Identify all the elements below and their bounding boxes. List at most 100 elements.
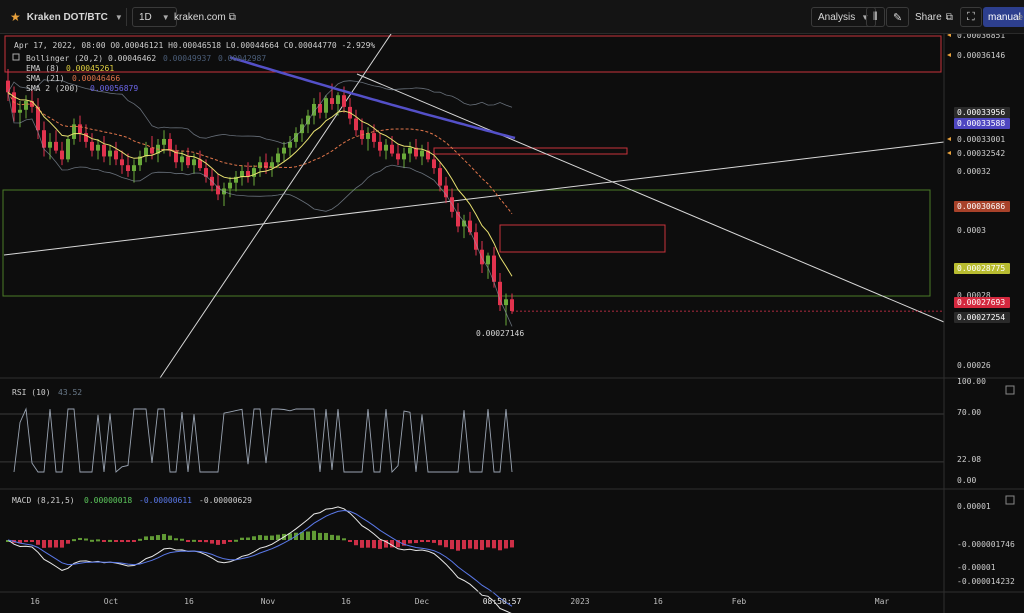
candle[interactable] (498, 281, 502, 306)
candle[interactable] (414, 147, 418, 157)
macd-pane[interactable] (6, 506, 514, 613)
candle[interactable] (480, 249, 484, 265)
candle[interactable] (150, 147, 154, 154)
candle[interactable] (90, 141, 94, 151)
candle[interactable] (36, 106, 40, 131)
candle[interactable] (48, 141, 52, 148)
candle[interactable] (288, 141, 292, 148)
candle[interactable] (60, 150, 64, 160)
candle[interactable] (174, 150, 178, 163)
candle[interactable] (420, 150, 424, 157)
trend-line[interactable] (159, 34, 395, 379)
candle[interactable] (342, 95, 346, 107)
candle[interactable] (216, 185, 220, 195)
candle[interactable] (486, 255, 490, 265)
chart-area[interactable]: 0.00027146 0.00036851 0.00036146 0.0003300… (0, 34, 1024, 613)
symbol-button[interactable]: ★ Kraken DOT/BTC ▼ (10, 7, 123, 27)
candle[interactable] (276, 153, 280, 163)
candle[interactable] (96, 144, 100, 151)
candle[interactable] (306, 115, 310, 125)
candle[interactable] (246, 171, 250, 177)
candle[interactable] (474, 232, 478, 250)
candle[interactable] (24, 101, 28, 110)
supply-zone[interactable] (433, 147, 628, 155)
candle[interactable] (270, 162, 274, 169)
candle[interactable] (252, 168, 256, 177)
candle[interactable] (462, 220, 466, 227)
candle[interactable] (126, 165, 130, 172)
candle[interactable] (300, 124, 304, 134)
candle[interactable] (162, 138, 166, 145)
candle[interactable] (168, 138, 172, 151)
candle[interactable] (240, 171, 244, 177)
manual-toggle[interactable]: manual (983, 7, 1024, 27)
candle[interactable] (84, 133, 88, 142)
support-zone[interactable] (2, 189, 931, 297)
rsi-pane[interactable] (0, 407, 944, 474)
candle[interactable] (54, 141, 58, 151)
candle[interactable] (426, 150, 430, 160)
trend-line[interactable] (356, 73, 945, 323)
candle[interactable] (468, 220, 472, 233)
interval-select[interactable]: 1D ▼ (132, 7, 177, 27)
candle[interactable] (198, 159, 202, 169)
trend-line[interactable] (3, 141, 945, 256)
candle[interactable] (336, 95, 340, 104)
analysis-menu[interactable]: Analysis ▼ (811, 7, 877, 27)
close-macd-icon[interactable] (1005, 495, 1015, 505)
candle[interactable] (186, 156, 190, 166)
candle[interactable] (438, 168, 442, 186)
candle[interactable] (366, 133, 370, 139)
candle[interactable] (66, 138, 70, 160)
candle[interactable] (114, 150, 118, 160)
indicators-button[interactable]: ⫴ (866, 7, 885, 27)
target-zone[interactable] (499, 224, 666, 253)
star-icon[interactable]: ★ (10, 10, 21, 24)
candle[interactable] (120, 159, 124, 166)
candle[interactable] (138, 156, 142, 166)
price-pane[interactable]: 0.00027146 (2, 34, 945, 379)
candle[interactable] (282, 147, 286, 154)
candle[interactable] (408, 147, 412, 154)
candle[interactable] (294, 133, 298, 142)
fullscreen-button[interactable]: ⛶ (960, 7, 982, 27)
candle[interactable] (192, 159, 196, 166)
candle[interactable] (402, 153, 406, 160)
candle[interactable] (354, 118, 358, 131)
candle[interactable] (432, 159, 436, 169)
candle[interactable] (504, 299, 508, 306)
close-rsi-icon[interactable] (1005, 385, 1015, 395)
website-link[interactable]: kraken.com ⧉ (174, 7, 236, 27)
candle[interactable] (510, 299, 514, 311)
resistance-zone[interactable] (4, 35, 942, 73)
candle[interactable] (330, 98, 334, 104)
candle[interactable] (492, 255, 496, 282)
candle[interactable] (72, 124, 76, 139)
candle[interactable] (132, 165, 136, 172)
candle[interactable] (390, 144, 394, 154)
candle[interactable] (6, 80, 10, 93)
candle[interactable] (102, 144, 106, 157)
candle[interactable] (180, 156, 184, 163)
candle[interactable] (258, 162, 262, 169)
candle[interactable] (372, 133, 376, 142)
candle[interactable] (456, 211, 460, 227)
candle[interactable] (108, 150, 112, 157)
candle[interactable] (264, 162, 268, 169)
candle[interactable] (18, 109, 22, 113)
share-button[interactable]: Share ⧉ (915, 7, 953, 27)
candle[interactable] (228, 182, 232, 189)
candle[interactable] (204, 168, 208, 177)
candle[interactable] (234, 176, 238, 183)
candle[interactable] (312, 103, 316, 116)
candle[interactable] (378, 141, 382, 151)
collapse-icon[interactable] (12, 53, 20, 61)
draw-button[interactable]: ✎ (886, 7, 910, 27)
candle[interactable] (144, 147, 148, 157)
candle[interactable] (324, 98, 328, 113)
candle[interactable] (30, 101, 34, 107)
candle[interactable] (396, 153, 400, 160)
candle[interactable] (384, 144, 388, 151)
candle[interactable] (318, 103, 322, 113)
candle[interactable] (444, 185, 448, 198)
